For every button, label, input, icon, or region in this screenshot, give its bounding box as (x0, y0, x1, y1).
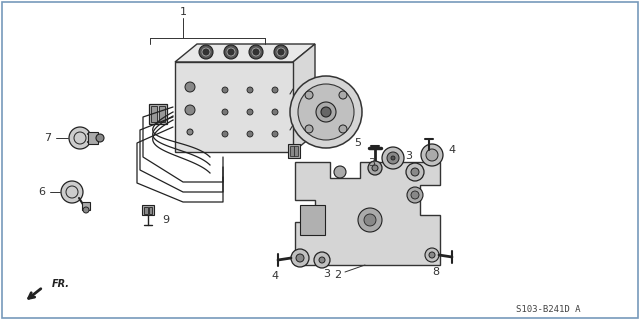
Circle shape (96, 134, 104, 142)
Circle shape (411, 191, 419, 199)
Circle shape (185, 82, 195, 92)
Text: 4: 4 (448, 145, 455, 155)
Circle shape (334, 166, 346, 178)
Circle shape (187, 129, 193, 135)
Text: 3: 3 (323, 269, 330, 279)
Circle shape (185, 105, 195, 115)
Text: 1: 1 (179, 7, 186, 17)
Bar (149, 207, 152, 214)
Circle shape (382, 147, 404, 169)
Circle shape (411, 168, 419, 176)
Circle shape (321, 107, 331, 117)
Circle shape (391, 156, 395, 160)
Circle shape (339, 125, 347, 133)
Text: 4: 4 (271, 271, 278, 281)
Bar (82, 202, 90, 210)
Circle shape (368, 161, 382, 175)
Circle shape (426, 149, 438, 161)
Circle shape (314, 252, 330, 268)
Circle shape (339, 91, 347, 99)
Text: 2: 2 (335, 270, 342, 280)
Circle shape (407, 187, 423, 203)
Circle shape (296, 254, 304, 262)
Text: 8: 8 (433, 267, 440, 277)
Circle shape (305, 125, 313, 133)
Bar (175, 62, 293, 152)
Bar (288, 144, 300, 158)
Circle shape (227, 48, 235, 56)
Polygon shape (175, 44, 315, 62)
Circle shape (247, 87, 253, 93)
Bar (159, 106, 165, 122)
Circle shape (222, 87, 228, 93)
Circle shape (298, 84, 354, 140)
Circle shape (305, 91, 313, 99)
Circle shape (247, 109, 253, 115)
Text: S103-B241D A: S103-B241D A (515, 305, 580, 314)
Circle shape (222, 109, 228, 115)
Text: 5: 5 (354, 138, 361, 148)
Circle shape (61, 181, 83, 203)
Circle shape (249, 45, 263, 59)
Bar (149, 104, 167, 124)
Text: 3: 3 (368, 158, 375, 168)
Circle shape (316, 102, 336, 122)
Circle shape (272, 87, 278, 93)
Circle shape (364, 214, 376, 226)
Circle shape (272, 131, 278, 137)
Circle shape (421, 144, 443, 166)
Circle shape (83, 207, 89, 213)
Circle shape (277, 48, 285, 56)
Bar (300, 205, 325, 235)
Bar (290, 146, 294, 156)
Bar (88, 132, 98, 144)
Bar (144, 207, 148, 214)
Circle shape (247, 131, 253, 137)
Circle shape (199, 45, 213, 59)
Circle shape (274, 45, 288, 59)
Circle shape (429, 252, 435, 258)
Circle shape (372, 165, 378, 171)
Text: 6: 6 (38, 187, 45, 197)
Circle shape (290, 76, 362, 148)
Text: 9: 9 (162, 215, 169, 225)
Circle shape (202, 48, 210, 56)
Bar (294, 146, 298, 156)
Circle shape (387, 152, 399, 164)
Circle shape (319, 257, 325, 263)
Bar (151, 106, 157, 122)
Circle shape (291, 249, 309, 267)
Polygon shape (295, 162, 440, 265)
Circle shape (69, 127, 91, 149)
Text: FR.: FR. (52, 279, 70, 289)
Polygon shape (293, 44, 315, 152)
Circle shape (252, 48, 260, 56)
Circle shape (358, 208, 382, 232)
Circle shape (224, 45, 238, 59)
Text: 7: 7 (44, 133, 51, 143)
Circle shape (425, 248, 439, 262)
Circle shape (222, 131, 228, 137)
Text: 3: 3 (406, 151, 413, 161)
Circle shape (406, 163, 424, 181)
Circle shape (272, 109, 278, 115)
Bar (142, 205, 154, 215)
